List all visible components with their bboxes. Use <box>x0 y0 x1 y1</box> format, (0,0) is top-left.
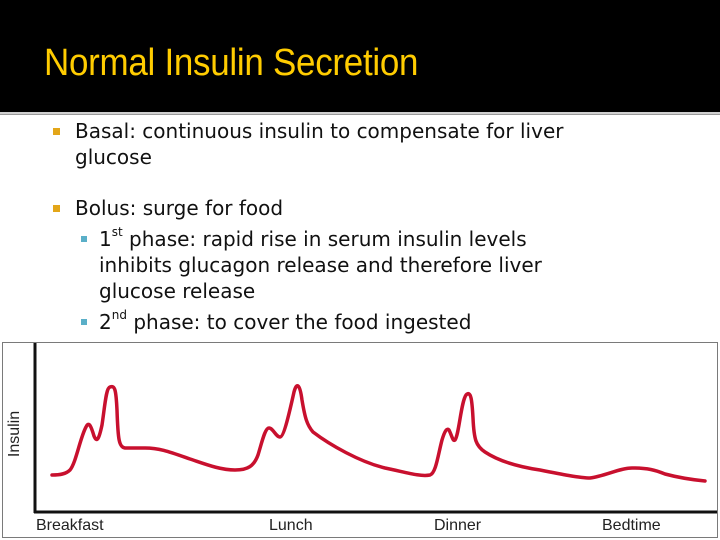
x-label-lunch: Lunch <box>269 517 313 534</box>
x-label-dinner: Dinner <box>434 517 482 534</box>
sub-bullet-square-icon <box>81 236 87 242</box>
sub-bullet-square-icon <box>81 319 87 325</box>
title-bar: Normal Insulin Secretion <box>0 0 720 112</box>
insulin-curve <box>50 383 707 483</box>
bullet-basal-line-2: glucose <box>75 145 152 169</box>
x-label-breakfast: Breakfast <box>36 517 104 534</box>
y-axis-label: Insulin <box>6 410 23 458</box>
sub-bullet-first-phase-line-1: 1st phase: rapid rise in serum insulin l… <box>99 225 527 251</box>
bullet-basal-line-1: Basal: continuous insulin to compensate … <box>75 119 564 143</box>
slide-title: Normal Insulin Secretion <box>44 42 419 84</box>
sub-bullet-second-phase: 2nd phase: to cover the food ingested <box>99 308 472 334</box>
bullet-square-icon <box>53 128 60 135</box>
bullet-bolus: Bolus: surge for food <box>75 196 284 220</box>
sub-bullet-first-phase-line-3: glucose release <box>99 279 256 303</box>
sub-bullet-first-phase-line-2: inhibits glucagon release and therefore … <box>99 253 542 277</box>
x-label-bedtime: Bedtime <box>602 517 661 534</box>
bullet-square-icon <box>53 205 60 212</box>
header-divider <box>0 112 720 115</box>
insulin-chart-frame <box>2 342 718 538</box>
